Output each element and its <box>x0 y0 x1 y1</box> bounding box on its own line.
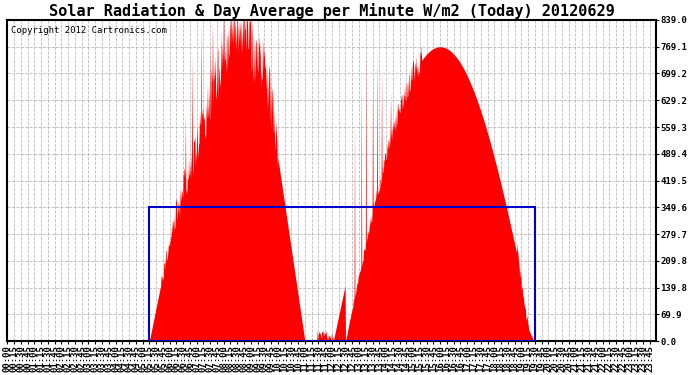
Bar <box>149 207 535 341</box>
Text: Copyright 2012 Cartronics.com: Copyright 2012 Cartronics.com <box>10 26 166 35</box>
Title: Solar Radiation & Day Average per Minute W/m2 (Today) 20120629: Solar Radiation & Day Average per Minute… <box>49 3 615 19</box>
